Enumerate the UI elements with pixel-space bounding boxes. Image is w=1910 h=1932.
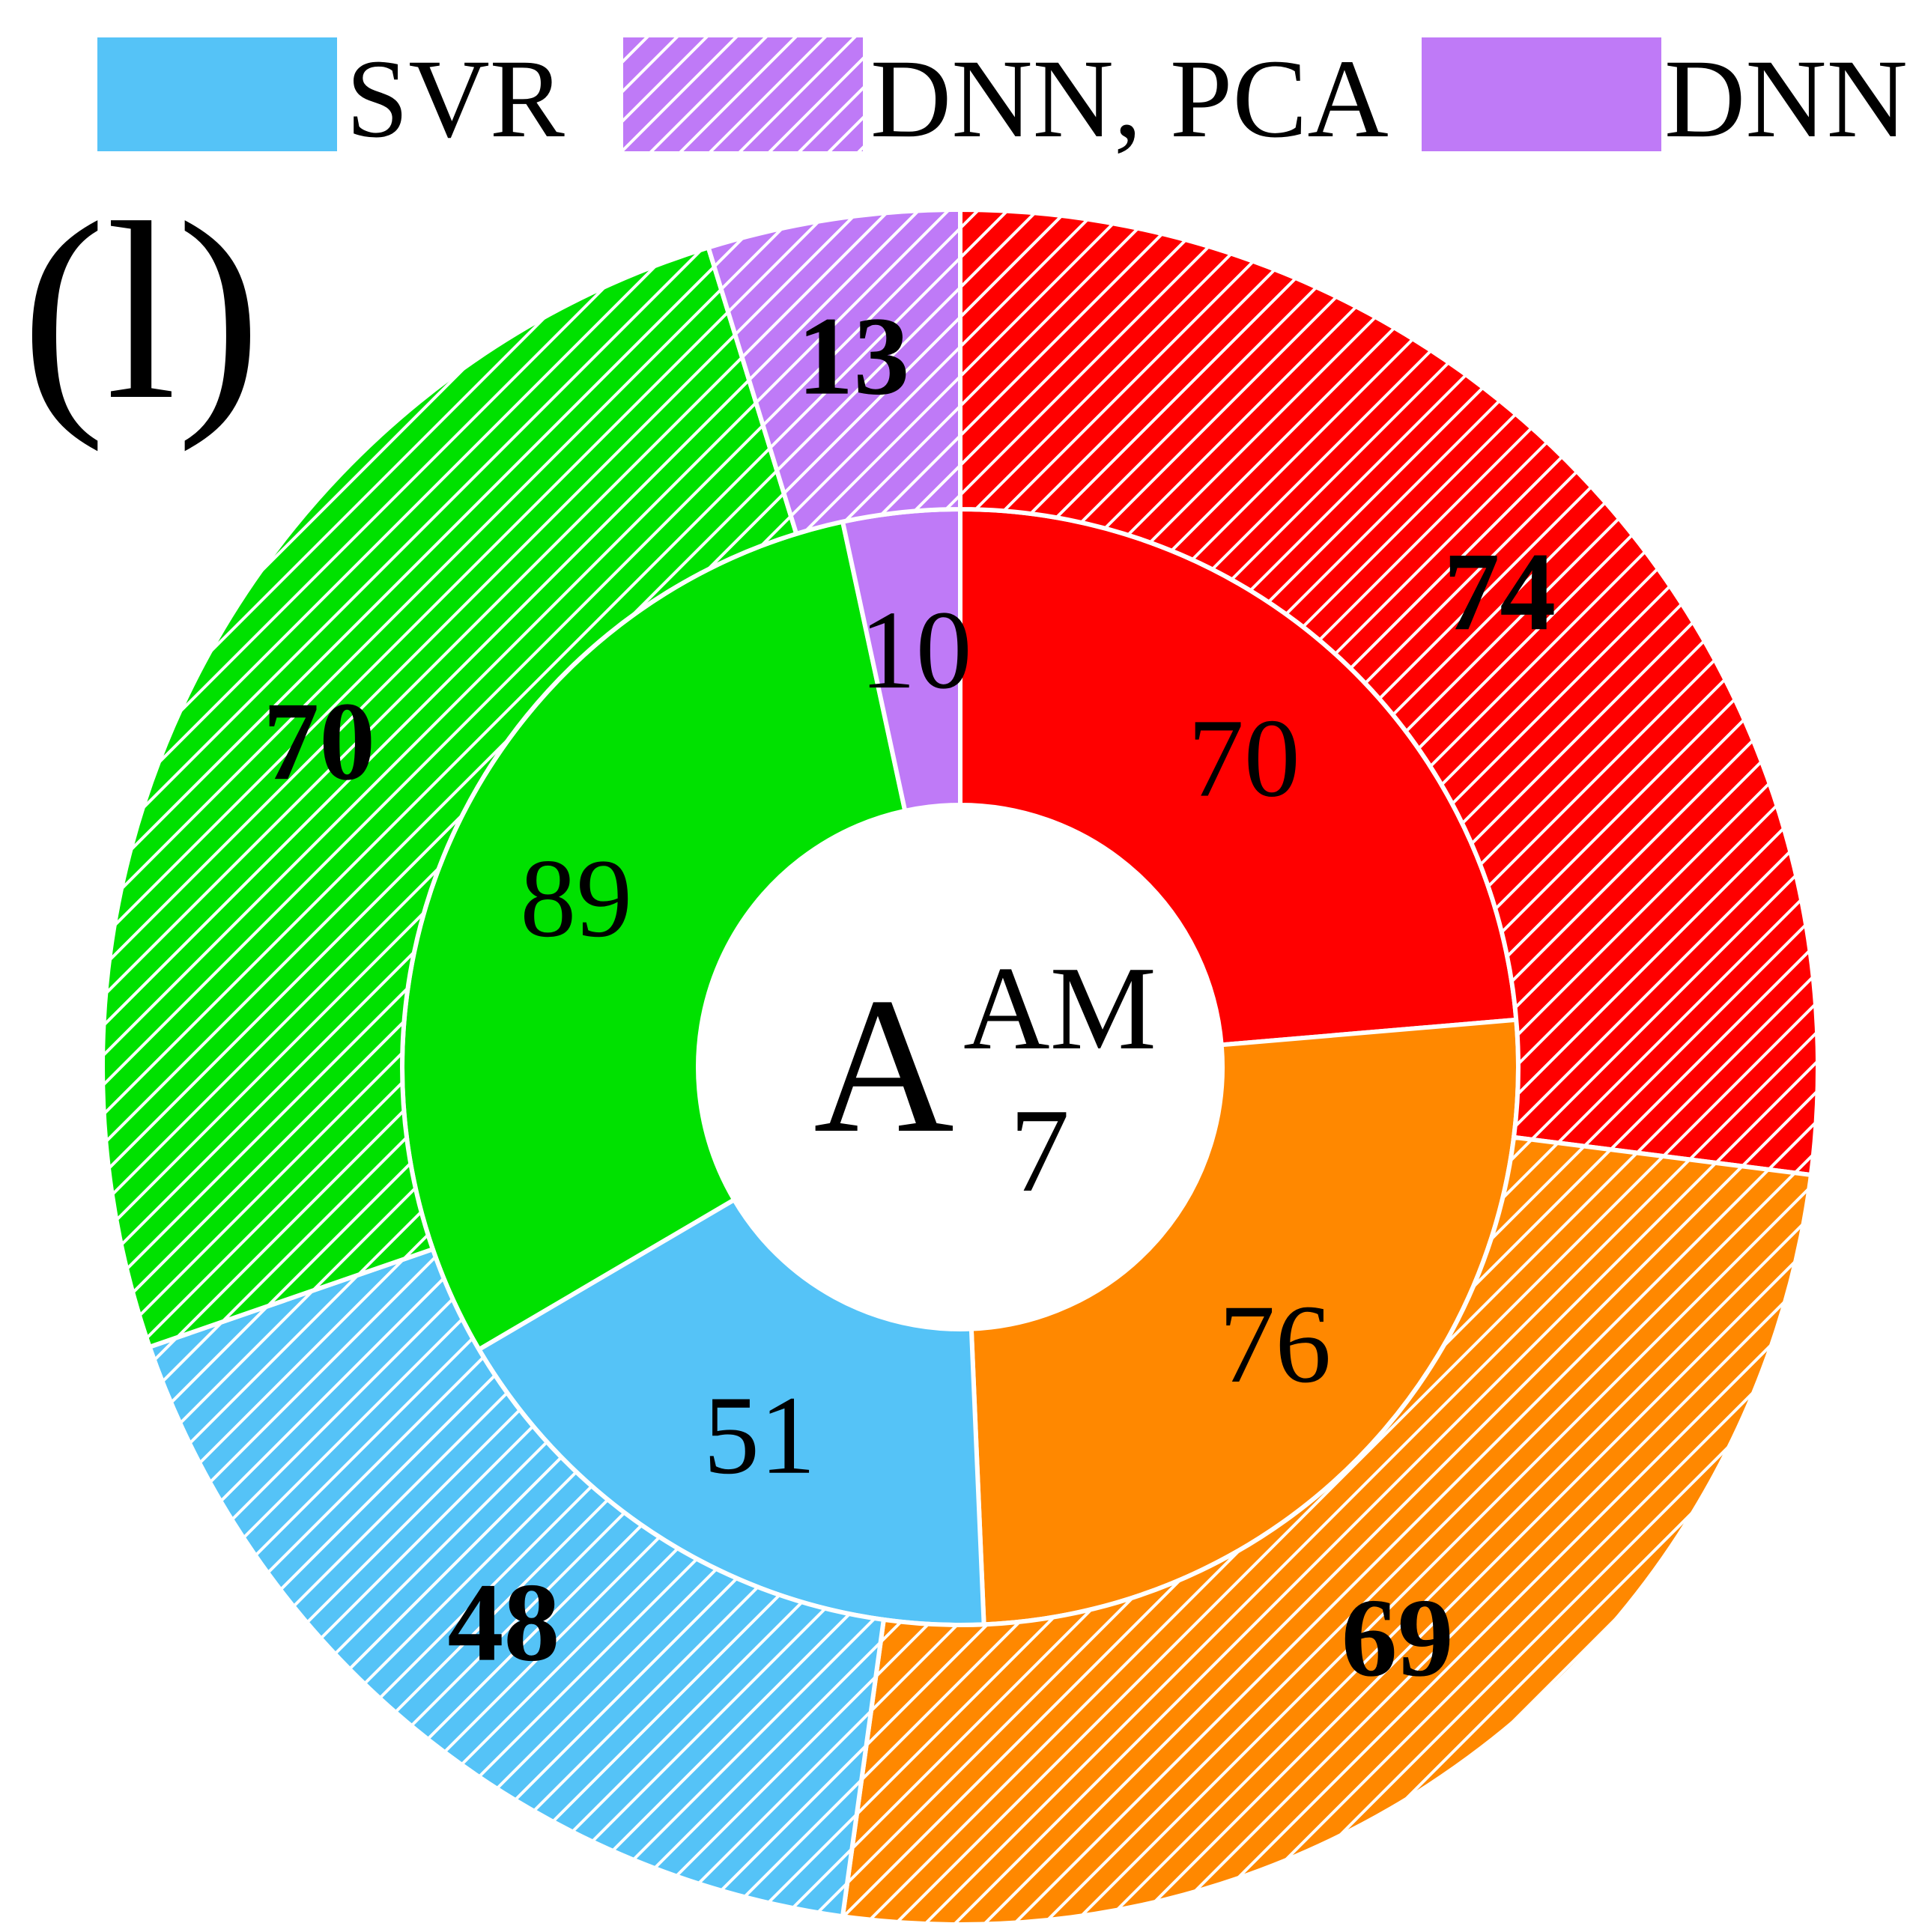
inner-ring-value-3: 51 — [703, 1373, 816, 1498]
inner-ring-value-2: 76 — [1219, 1282, 1331, 1406]
inner-ring-value-5: 10 — [860, 588, 972, 712]
center-label-sub: 7 — [1010, 1084, 1070, 1217]
outer-ring-slice-4 — [100, 244, 799, 1350]
center-label: A AM 7 — [813, 941, 1156, 1217]
outer-ring-slice-3 — [146, 1246, 887, 1919]
inner-ring-value-4: 89 — [520, 836, 632, 961]
outer-ring-value-5: 13 — [797, 294, 909, 419]
panel-label: (l) — [21, 170, 261, 452]
outer-ring-slice-1 — [958, 207, 1820, 1178]
center-label-sup: AM — [963, 941, 1156, 1075]
legend-swatch-svr — [97, 37, 337, 151]
outer-ring-slice-2 — [840, 1134, 1814, 1927]
outer-ring-value-4: 70 — [263, 679, 375, 804]
legend: SVR DNN, PCA DNN — [97, 37, 1908, 161]
inner-ring-value-1: 70 — [1188, 696, 1300, 821]
legend-label-svr: SVR — [346, 37, 565, 161]
value-labels: 70 76 51 89 10 74 69 48 70 13 — [263, 294, 1556, 1701]
legend-label-dnn: DNN — [1664, 37, 1908, 161]
outer-ring-value-3: 48 — [447, 1561, 560, 1685]
legend-swatch-dnn — [1422, 37, 1661, 151]
outer-ring-value-2: 69 — [1341, 1576, 1454, 1700]
legend-swatch-dnn-pca — [623, 37, 863, 151]
center-label-main: A — [813, 958, 954, 1173]
outer-ring-slice-5 — [705, 207, 962, 537]
slices — [100, 207, 1820, 1927]
outer-ring-value-1: 74 — [1443, 529, 1556, 654]
legend-label-dnn-pca: DNN, PCA — [870, 37, 1389, 161]
